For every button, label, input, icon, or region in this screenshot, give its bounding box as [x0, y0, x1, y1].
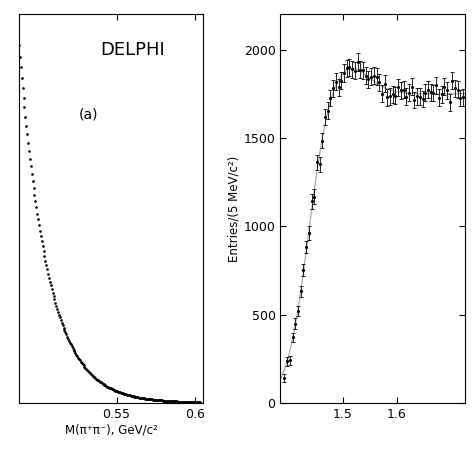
X-axis label: M(π⁺π⁻), GeV/c²: M(π⁺π⁻), GeV/c² — [64, 424, 157, 437]
Text: DELPHI: DELPHI — [101, 41, 165, 59]
Text: (a): (a) — [79, 108, 99, 121]
Y-axis label: Entries/(5 MeV/c²): Entries/(5 MeV/c²) — [228, 155, 241, 262]
